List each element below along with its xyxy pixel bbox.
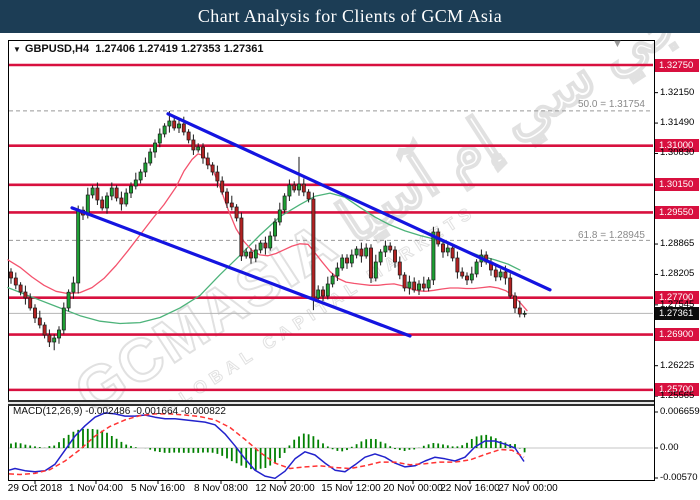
page-title: Chart Analysis for Clients of GCM Asia: [197, 6, 503, 26]
time-tick-label: 29 Oct 2018: [7, 483, 63, 494]
price-tick-label: 1.27545: [660, 299, 695, 310]
support-resistance-lines: [9, 63, 653, 392]
price-tick-label: 1.32150: [660, 87, 695, 98]
time-tick-label: 1 Nov 04:00: [69, 483, 123, 494]
fib-label-50: 50.0 = 1.31754: [577, 99, 645, 110]
time-tick-label: 22 Nov 16:00: [440, 483, 500, 494]
macd-scale-label: -0.00570: [660, 472, 698, 483]
price-tick-label: 1.30830: [660, 147, 695, 158]
level-price-box: 1.25700: [655, 383, 699, 396]
title-bar: Chart Analysis for Clients of GCM Asia: [0, 0, 700, 33]
macd-header: MACD(12,26,9) -0.002486 -0.001664 -0.000…: [13, 406, 226, 417]
level-price-box: 1.26900: [655, 328, 699, 341]
symbol-header: ▼ GBPUSD,H4 1.27406 1.27419 1.27353 1.273…: [13, 43, 263, 55]
level-price-box: 1.27700: [655, 291, 699, 304]
candlesticks: [9, 111, 527, 351]
symbol-period-label: GBPUSD,H4: [24, 43, 90, 55]
price-tick-label: 1.28205: [660, 268, 695, 279]
time-tick-label: 27 Nov 00:00: [498, 483, 558, 494]
collapse-icon[interactable]: ▼: [13, 45, 21, 54]
time-tick-label: 5 Nov 16:00: [131, 483, 185, 494]
axis-tick-marks: [34, 92, 658, 484]
price-tick-label: 1.28865: [660, 238, 695, 249]
ohlc-quote: 1.27406 1.27419 1.27353 1.27361: [95, 43, 264, 55]
macd-scale-label: 0.00: [660, 442, 679, 453]
level-price-box: 1.32750: [655, 59, 699, 72]
macd-panel: [8, 412, 653, 480]
current-price-box: 1.27361: [655, 307, 699, 320]
time-tick-label: 15 Nov 12:00: [321, 483, 381, 494]
fib-label-618: 61.8 = 1.28945: [577, 230, 645, 241]
fibonacci-lines: [9, 110, 653, 241]
level-price-box: 1.29550: [655, 206, 699, 219]
trendlines: [70, 112, 552, 338]
price-tick-label: 1.31490: [660, 117, 695, 128]
panel-splitter[interactable]: [8, 400, 654, 406]
price-tick-label: 1.26225: [660, 360, 695, 371]
level-price-box: 1.31000: [655, 139, 699, 152]
macd-scale-label: 0.006659: [660, 406, 700, 417]
level-price-box: 1.30150: [655, 178, 699, 191]
price-tick-label: 1.25565: [660, 390, 695, 401]
time-tick-label: 20 Nov 00:00: [383, 483, 443, 494]
time-tick-label: 8 Nov 08:00: [194, 483, 248, 494]
scroll-end-marker-icon: ▼: [612, 38, 623, 50]
time-tick-label: 12 Nov 20:00: [255, 483, 315, 494]
